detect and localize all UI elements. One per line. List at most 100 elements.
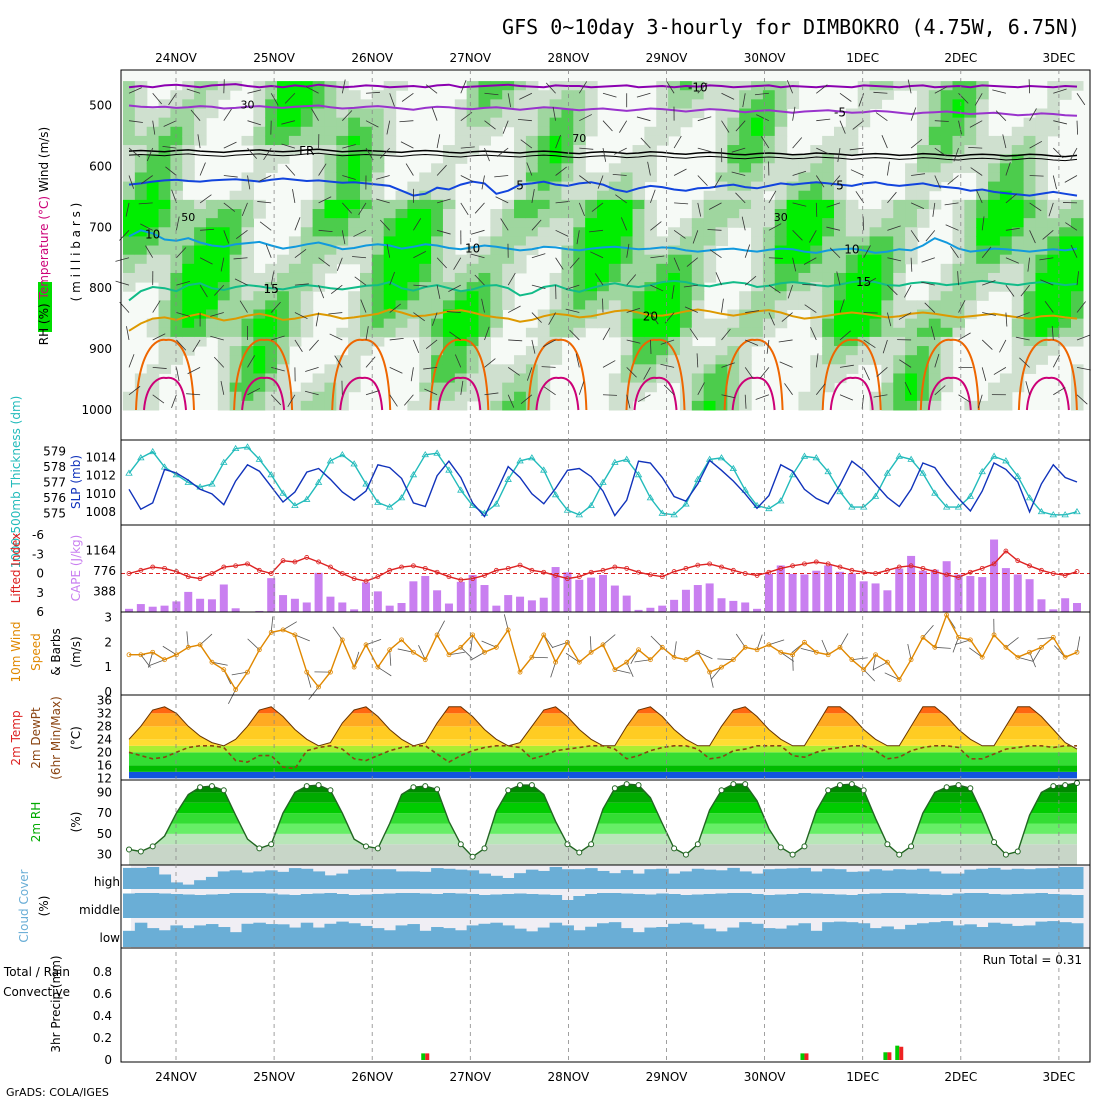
wind10m-barb <box>709 672 714 688</box>
wind-barb <box>234 278 248 286</box>
rh-cell <box>573 300 586 310</box>
cloud-low-bar <box>976 927 989 947</box>
rh-cell <box>537 327 551 338</box>
rh-cell <box>679 346 693 356</box>
rh-cell <box>123 245 136 256</box>
rh-cell <box>988 135 1001 146</box>
wind10m-line-point <box>766 642 772 648</box>
wind-barb <box>271 335 285 341</box>
rh-cell <box>1011 382 1025 393</box>
rh-cell <box>158 199 172 210</box>
rh-cell <box>881 218 894 228</box>
rh-cell <box>170 254 183 265</box>
rh-cell <box>703 327 717 338</box>
rh-cell <box>407 181 420 192</box>
rh-cell <box>277 126 290 137</box>
rh-cell <box>608 227 622 237</box>
cape-bar <box>196 598 205 612</box>
rh-cell <box>549 346 563 356</box>
rh-cell <box>762 117 776 128</box>
rh-cell <box>597 263 610 274</box>
wind-barb <box>968 146 983 149</box>
upper-air-ylabel: RH (%) Temperature (°C) Wind (m/s) <box>37 127 51 346</box>
rh-cell <box>845 199 859 210</box>
cloud-high-bar <box>845 871 859 889</box>
rh-cell <box>134 126 148 137</box>
cloud-high-bar <box>265 870 278 889</box>
rh2m-point <box>837 782 843 789</box>
rh2m-point <box>268 841 275 848</box>
wind-barb <box>697 202 702 217</box>
wind-barb <box>309 339 319 351</box>
rh-cell <box>1071 391 1084 402</box>
wind-barb <box>578 202 585 217</box>
rh-cell <box>893 373 906 384</box>
cloud-low-bar <box>1059 922 1072 947</box>
rh-cell <box>810 400 823 411</box>
rh-cell <box>727 190 740 201</box>
wind10m-barb <box>954 639 971 645</box>
rh-cell <box>988 227 1001 237</box>
rh-cell <box>644 172 657 183</box>
cloud-low-bar <box>194 925 207 947</box>
rh-cell <box>1023 355 1037 365</box>
rh-cell <box>253 346 266 356</box>
wind10m-line-point <box>1003 644 1009 650</box>
rh-cell <box>774 209 788 219</box>
rh-cell <box>146 327 160 338</box>
rh-cell <box>644 263 657 274</box>
rh-cell <box>928 291 942 301</box>
ytick-wind: 0 <box>104 685 112 699</box>
wind-barb <box>977 394 983 409</box>
wind-barb <box>294 339 303 352</box>
wind-barb <box>281 143 296 149</box>
rh-cell <box>194 236 207 247</box>
wind-barb <box>220 257 225 272</box>
rh-cell <box>964 99 977 109</box>
rh-cell <box>573 263 586 274</box>
cloud-low-bar <box>774 928 788 947</box>
rh-cell <box>348 245 361 256</box>
rh-cell <box>964 236 977 247</box>
rh-cell <box>834 227 847 237</box>
rh-cell <box>869 336 883 347</box>
cloud-low-bar <box>253 922 266 947</box>
cloud-high-bar <box>1035 868 1048 889</box>
rh-cell <box>1059 336 1072 347</box>
rh-cell <box>194 90 207 100</box>
cloud-middle-bar <box>597 893 610 918</box>
wind-barb <box>1076 120 1079 135</box>
rh-cell <box>739 108 752 119</box>
ytick-thickness: 579 <box>43 445 66 459</box>
rh-cell <box>739 300 752 310</box>
rh-cell <box>774 254 788 265</box>
rh-cell <box>502 400 515 411</box>
cloud-middle-bar <box>1023 893 1037 918</box>
rh-cell <box>1071 282 1084 292</box>
rh2m-line <box>128 782 1078 858</box>
cloud-middle-bar <box>762 895 776 918</box>
rh-cell <box>383 108 397 119</box>
thickness-line-point <box>895 452 903 459</box>
wind-barb <box>389 337 404 341</box>
rh-cell <box>1023 236 1037 247</box>
lifted-index-line-point <box>920 565 926 571</box>
rh-cell <box>478 245 491 256</box>
rh2m-point <box>564 841 571 848</box>
rh-cell <box>419 391 432 402</box>
cape-bar <box>433 590 442 612</box>
ytick-slp: 1012 <box>85 469 116 483</box>
rh-cell <box>265 282 278 292</box>
rh-cell <box>774 154 788 164</box>
rh-cell <box>431 336 444 347</box>
wind-barb <box>620 217 628 231</box>
rh-cell <box>502 99 515 109</box>
cloud-low-bar <box>822 922 835 947</box>
rh-cell <box>928 81 942 91</box>
rh-cell <box>442 236 456 247</box>
rh-cell <box>644 327 657 338</box>
wind-barb <box>389 367 403 374</box>
rh-cell <box>312 181 326 192</box>
rh-cell <box>608 291 622 301</box>
rh-cell <box>182 346 195 356</box>
